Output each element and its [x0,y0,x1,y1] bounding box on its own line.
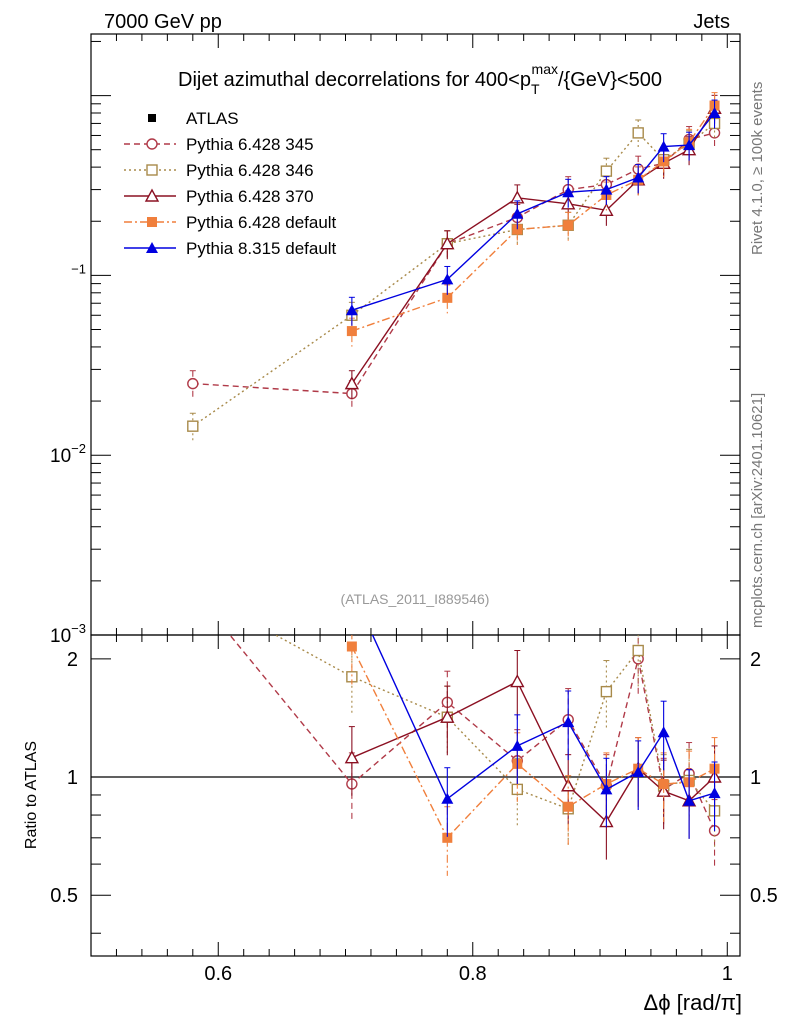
series-4-point [346,326,357,337]
y-tick-label-base: 10 [50,626,71,647]
mcplots-label: mcplots.cern.ch [arXiv:2401.10621] [749,393,766,628]
legend-label-4: Pythia 6.428 default [186,213,337,232]
series-5-point [657,140,670,152]
series-4-point [442,292,453,303]
ratio-y-axis-label: Ratio to ATLAS [23,741,40,849]
ratio-series-4-point [346,641,357,652]
series-2-point [632,127,644,139]
ratio-panel-frame [90,634,741,957]
series-5-point [708,106,721,118]
ratio-y-tick-label-right: 1 [750,767,761,789]
series-2-point [187,420,199,432]
ratio-series-4-point [563,801,574,812]
ratio-y-tick-label-left: 1 [67,767,78,789]
series-5-point [345,304,358,316]
ratio-series-group [228,635,722,876]
ratio-series-5-point [657,726,670,738]
y-tick-label: 10−2 [50,441,86,467]
y-tick-label-exponent: −3 [71,621,86,636]
ratio-series-5-point [562,716,575,728]
ratio-y-tick-label-left: 2 [67,649,78,671]
legend-marker-2 [146,164,158,176]
title-superscript: max [532,61,558,77]
series-5-point [441,273,454,285]
ratio-series-4-point [442,832,453,843]
legend-marker-atlas [148,114,156,122]
ratio-y-tick-label-left: 0.5 [50,885,78,907]
ratio-y-tick-label-right: 2 [750,649,761,671]
ratio-series-2-point [600,685,613,698]
series-3-point [440,236,455,250]
y-tick-label: −1 [71,261,86,276]
x-tick-label: 0.6 [204,963,232,985]
y-tick-label-exponent: −1 [71,261,86,276]
series-2-point [600,165,613,177]
legend-label-5: Pythia 8.315 default [186,239,337,258]
legend-marker-5 [146,242,158,253]
ratio-series-5-point [511,739,524,751]
legend-label-3: Pythia 6.428 370 [186,187,314,206]
header-jets-label: Jets [693,11,730,33]
ratio-y-tick-label-right: 0.5 [750,885,778,907]
legend: ATLAS Pythia 6.428 345 Pythia 6.428 346 Pyt… [124,109,337,258]
legend-marker-3 [144,188,160,202]
ratio-series-3-point [440,709,455,723]
series-5-line [351,112,716,311]
series-4-line [351,105,716,332]
ratio-series-5-point [708,787,721,799]
y-tick-label-exponent: −2 [71,441,86,456]
ratio-series-3-point [344,750,360,764]
ratio-series-5-point [683,794,696,806]
x-tick-label: 0.8 [459,963,487,985]
header-energy-label: 7000 GeV pp [104,11,222,33]
ratio-series-3-point [561,778,576,792]
series-1-point [187,377,199,390]
rivet-version-label: Rivet 4.1.0, ≥ 100k events [749,82,766,255]
ratio-series-3-point [510,674,525,688]
series-5-point [683,139,696,151]
legend-marker-4 [147,217,157,227]
x-tick-label: 1 [722,963,733,985]
ratio-series-3-line [351,680,715,823]
ratio-series-2-line [274,635,716,812]
title-text-end: /{GeV}<500 [558,69,662,91]
x-axis-label: Δϕ [rad/π] [644,990,742,1015]
main-y-axis: −110−210−3 [50,40,740,647]
series-5-point [632,171,645,183]
ratio-series-5-point [600,783,613,795]
series-5-point [511,207,524,219]
title-subscript: T [531,81,540,97]
legend-label-2: Pythia 6.428 346 [186,161,314,180]
legend-label-atlas: ATLAS [186,109,239,128]
ratio-series-4-point [658,778,669,789]
series-5-point [562,186,575,198]
analysis-id-label: (ATLAS_2011_I889546) [341,591,490,607]
legend-label-1: Pythia 6.428 345 [186,135,314,154]
ratio-series-5-point [632,765,645,777]
main-series-group [187,92,722,442]
legend-marker-1 [146,138,158,150]
y-tick-label-base: 10 [50,446,71,467]
y-tick-label: 10−3 [50,621,86,647]
x-axis: 0.6 0.8 1 [90,34,733,985]
ratio-series-4-line [351,646,715,840]
title-text: Dijet azimuthal decorrelations for 400<p [178,69,531,91]
series-4-point [512,224,523,235]
series-5-point [600,183,613,195]
chart-title: Dijet azimuthal decorrelations for 400<p… [178,61,662,97]
series-4-point [563,220,574,231]
series-3-point [344,376,360,390]
ratio-series-5-point [441,792,454,804]
ratio-y-axis: 2 2 1 1 0.5 0.5 [50,649,778,934]
ratio-series-2-point [632,644,644,657]
